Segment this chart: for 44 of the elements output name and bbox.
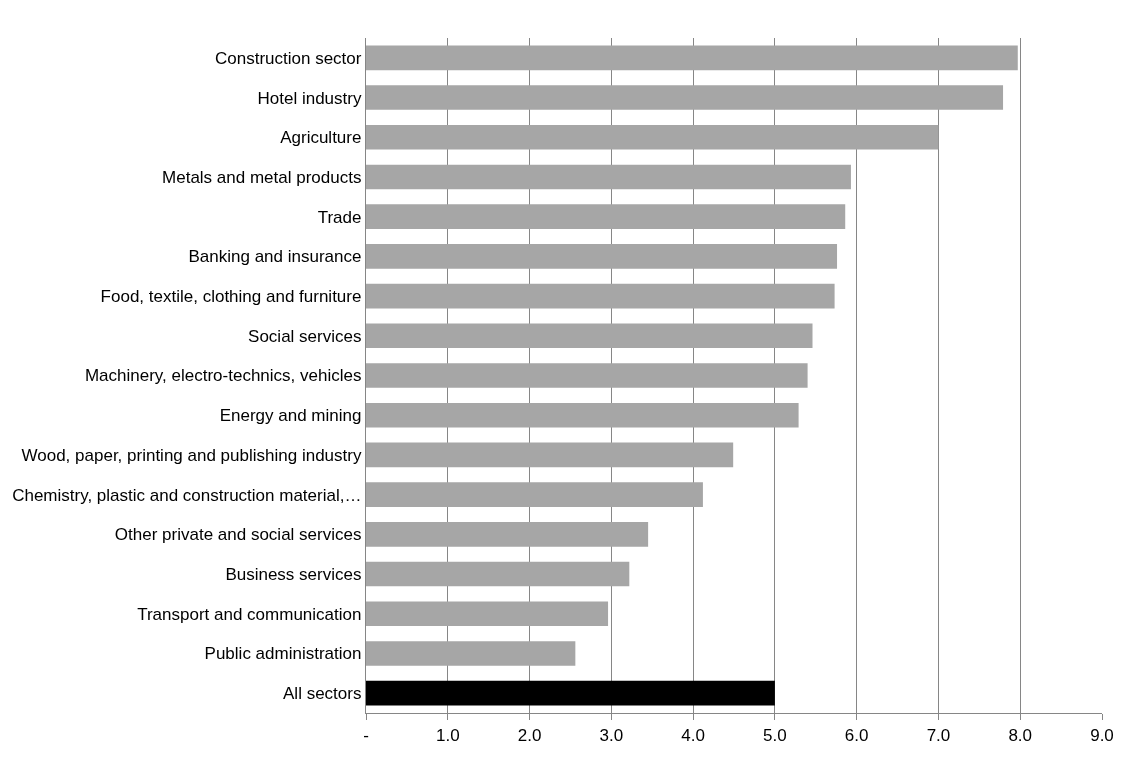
bar (366, 124, 939, 150)
y-tick-label: Transport and communication (137, 604, 362, 624)
bar (366, 363, 808, 388)
bar (366, 561, 630, 587)
y-tick-label: Trade (317, 207, 362, 227)
bar (366, 85, 1004, 110)
x-tick-label: 7.0 (926, 725, 951, 745)
y-tick-label: All sectors (283, 684, 362, 704)
x-tick-label: 8.0 (1008, 725, 1033, 745)
x-tick-label: 3.0 (599, 725, 624, 745)
y-tick-label: Metals and metal products (162, 167, 362, 187)
y-tick-label: Machinery, electro-technics, vehicles (84, 366, 362, 386)
bar (366, 45, 1018, 71)
bar (366, 323, 813, 349)
y-tick-label: Food, textile, clothing and furniture (100, 287, 362, 307)
y-tick-label: Agriculture (280, 128, 362, 148)
bar (366, 204, 846, 229)
y-tick-label: Wood, paper, printing and publishing industry (21, 445, 362, 465)
x-tick-label: - (363, 725, 369, 745)
bar (366, 283, 835, 309)
bar (366, 601, 609, 627)
y-tick-label: Social services (248, 326, 362, 346)
y-tick-label: Other private and social services (114, 525, 362, 545)
y-tick-label: Chemistry, plastic and construction material,… (12, 485, 362, 505)
bar (366, 482, 703, 507)
bar (366, 244, 838, 269)
bar (366, 641, 576, 666)
bar (366, 442, 734, 468)
bar (366, 402, 799, 428)
y-tick-label: Construction sector (215, 48, 362, 68)
x-tick-label: 2.0 (517, 725, 542, 745)
bar (366, 522, 649, 547)
x-tick-label: 1.0 (435, 725, 460, 745)
x-tick-label: 4.0 (681, 725, 705, 745)
y-tick-label: Public administration (204, 644, 362, 664)
y-tick-label: Energy and mining (219, 406, 362, 426)
x-tick-label: 5.0 (763, 725, 787, 745)
x-tick-label: 6.0 (844, 725, 869, 745)
x-tick-label: 9.0 (1090, 725, 1114, 745)
y-tick-label: Banking and insurance (188, 247, 362, 267)
bar (366, 680, 775, 706)
bar (366, 164, 851, 190)
y-tick-label: Hotel industry (257, 88, 362, 108)
y-tick-label: Business services (225, 564, 362, 584)
